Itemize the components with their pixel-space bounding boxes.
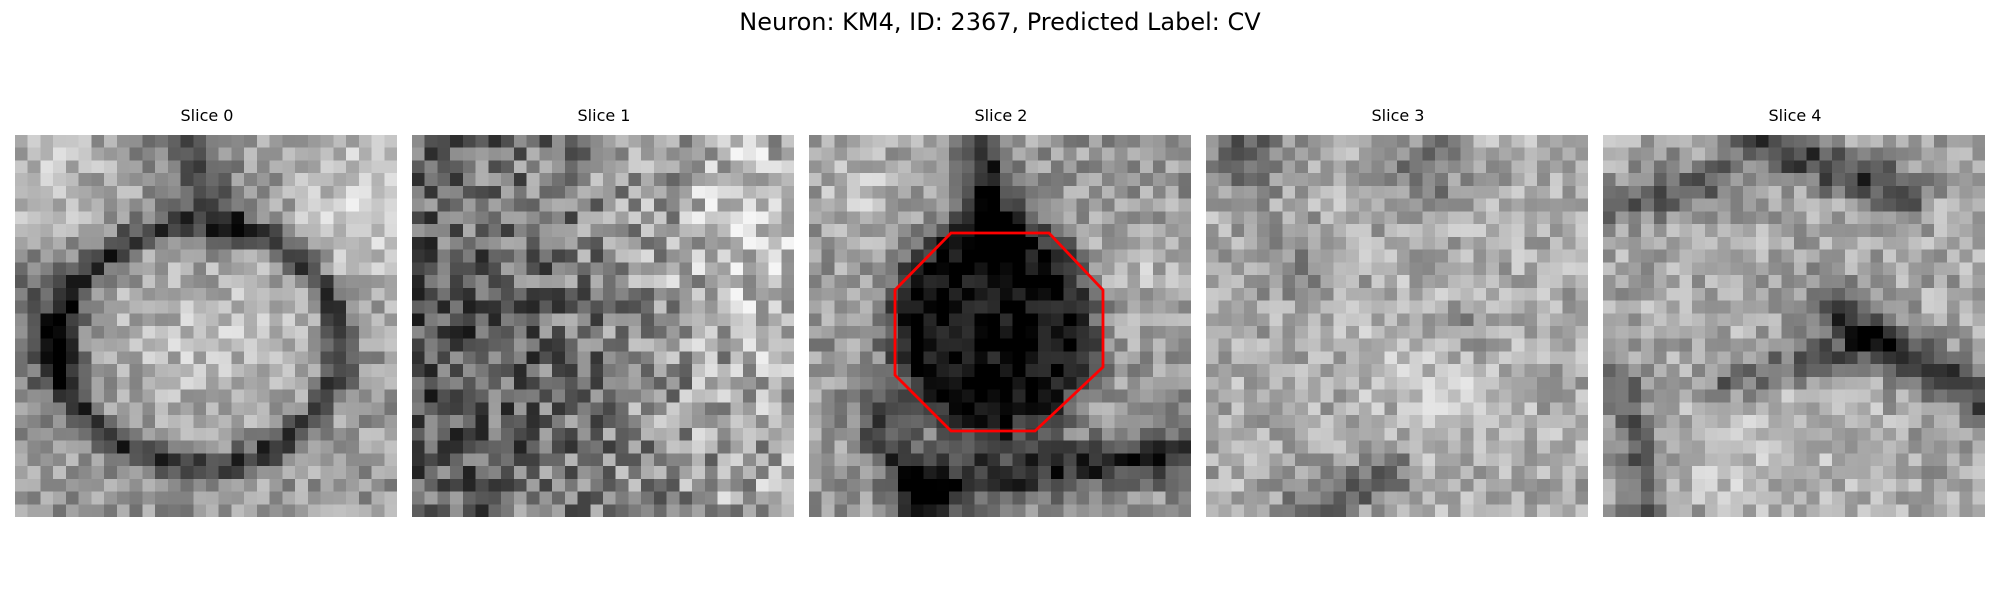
slice-title-2: Slice 2	[974, 106, 1028, 125]
slice-title-4: Slice 4	[1768, 106, 1822, 125]
slice-image-4	[1603, 135, 1985, 517]
figure-title: Neuron: KM4, ID: 2367, Predicted Label: …	[739, 8, 1261, 36]
slice-image-0	[15, 135, 397, 517]
slice-image-1	[412, 135, 794, 517]
slice-title-1: Slice 1	[577, 106, 631, 125]
slice-title-3: Slice 3	[1371, 106, 1425, 125]
slice-image-2	[809, 135, 1191, 517]
slice-title-0: Slice 0	[180, 106, 234, 125]
slice-image-3	[1206, 135, 1588, 517]
